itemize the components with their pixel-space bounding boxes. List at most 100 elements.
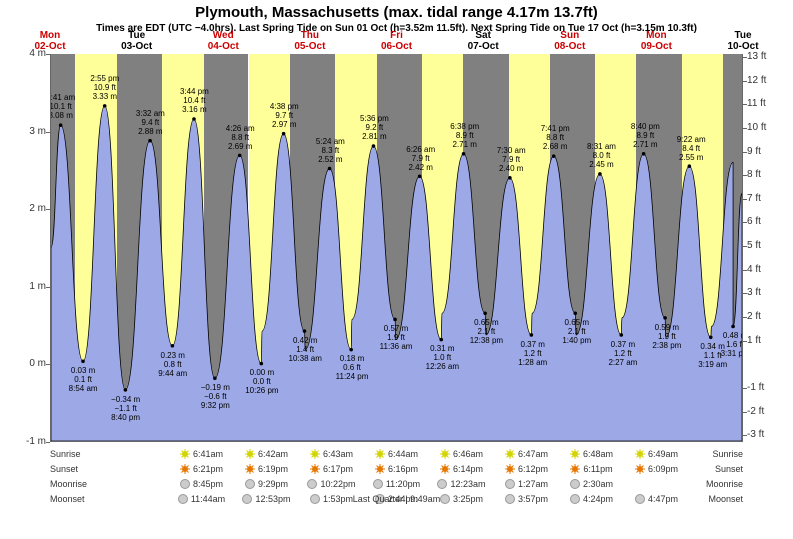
tide-label: 0.59 m1.9 ft2:38 pm xyxy=(652,323,681,350)
tide-label: −0.34 m−1.1 ft8:40 pm xyxy=(111,395,140,422)
sunset-cell: 6:21pm xyxy=(169,464,234,474)
date-header: Sun08-Oct xyxy=(540,30,600,52)
tide-label: 3:44 pm10.4 ft3.16 m xyxy=(180,87,209,114)
tide-label: 2:41 am10.1 ft3.08 m xyxy=(50,93,75,120)
tide-label: 3:32 am9.4 ft2.88 m xyxy=(136,109,165,136)
tide-label: 0.00 m0.0 ft10:26 pm xyxy=(245,368,278,395)
y-tick-right: 8 ft xyxy=(747,169,793,180)
moon-icon xyxy=(570,494,580,504)
tide-label: 0.31 m1.0 ft12:26 am xyxy=(426,344,459,371)
y-tick-right: 11 ft xyxy=(747,98,793,109)
tide-label: 0.42 m1.4 ft10:38 am xyxy=(289,336,322,363)
moon-icon xyxy=(245,479,255,489)
moonset-label: Moonset xyxy=(50,494,104,504)
moon-icon xyxy=(310,494,320,504)
sunrise-row: Sunrise 6:41am6:42am6:43am6:44am6:46am6:… xyxy=(50,446,743,461)
sunrise-cell: 6:43am xyxy=(299,449,364,459)
y-tick-right: 5 ft xyxy=(747,240,793,251)
sunset-row: Sunset 6:21pm6:19pm6:17pm6:16pm6:14pm6:1… xyxy=(50,461,743,476)
date-header: Tue03-Oct xyxy=(107,30,167,52)
moonrise-row: Moonrise 8:45pm9:29pm10:22pm11:20pm12:23… xyxy=(50,476,743,491)
y-tick-right: -1 ft xyxy=(747,382,793,393)
tide-label: 7:41 pm8.8 ft2.68 m xyxy=(541,124,570,151)
date-header: Mon09-Oct xyxy=(626,30,686,52)
sunrise-label: Sunrise xyxy=(50,449,104,459)
y-tick-right: -2 ft xyxy=(747,406,793,417)
moon-icon xyxy=(505,494,515,504)
date-header: Sat07-Oct xyxy=(453,30,513,52)
moonset-cell: 4:47pm xyxy=(624,494,689,504)
sunset-cell: 6:16pm xyxy=(364,464,429,474)
tide-label: 8:40 pm8.9 ft2.71 m xyxy=(631,122,660,149)
sunrise-cell: 6:44am xyxy=(364,449,429,459)
tide-label: −0.19 m−0.6 ft9:32 pm xyxy=(201,383,230,410)
moon-icon xyxy=(437,479,447,489)
moonset-cell xyxy=(104,494,169,504)
tide-label: 6:26 am7.9 ft2.42 m xyxy=(406,145,435,172)
tide-label: 0.03 m0.1 ft8:54 am xyxy=(69,366,98,393)
sunrise-cell: 6:49am xyxy=(624,449,689,459)
date-header: Tue10-Oct xyxy=(713,30,773,52)
sunset-label: Sunset xyxy=(50,464,104,474)
tide-label: 6:38 pm8.9 ft2.71 m xyxy=(450,122,479,149)
tide-label: 0.48 m1.6 ft3:31 pm xyxy=(721,331,743,358)
tide-label: 0.37 m1.2 ft2:27 am xyxy=(608,340,637,367)
sunrise-cell: 6:41am xyxy=(169,449,234,459)
sunrise-cell: 6:46am xyxy=(429,449,494,459)
moonset-cell: 12:53pm xyxy=(234,494,299,504)
moonrise-cell: 2:30am xyxy=(559,479,624,489)
sunrise-cell: 6:47am xyxy=(494,449,559,459)
y-tick-left: 0 m xyxy=(0,358,46,369)
y-tick-left: 3 m xyxy=(0,126,46,137)
sunset-cell: 6:17pm xyxy=(299,464,364,474)
y-tick-right: 13 ft xyxy=(747,51,793,62)
date-header: Fri06-Oct xyxy=(367,30,427,52)
y-tick-right: 6 ft xyxy=(747,216,793,227)
moon-icon xyxy=(180,479,190,489)
moonrise-label: Moonrise xyxy=(50,479,104,489)
moonrise-cell: 10:22pm xyxy=(299,479,364,489)
y-tick-left: 1 m xyxy=(0,281,46,292)
tide-chart: Plymouth, Massachusetts (max. tidal rang… xyxy=(0,0,793,539)
date-header: Wed04-Oct xyxy=(193,30,253,52)
y-tick-right: 2 ft xyxy=(747,311,793,322)
y-tick-right: 3 ft xyxy=(747,287,793,298)
sunset-cell: 6:12pm xyxy=(494,464,559,474)
moon-icon xyxy=(307,479,317,489)
moon-icon xyxy=(178,494,188,504)
sunrise-cell: 6:42am xyxy=(234,449,299,459)
tide-label: 5:24 am8.3 ft2.52 m xyxy=(316,137,345,164)
tide-label: 4:38 pm9.7 ft2.97 m xyxy=(270,102,299,129)
y-tick-right: 9 ft xyxy=(747,146,793,157)
sunset-cell: 6:19pm xyxy=(234,464,299,474)
tide-label: 0.65 m2.1 ft12:38 pm xyxy=(470,318,503,345)
y-tick-right: 4 ft xyxy=(747,264,793,275)
sunrise-cell: 6:48am xyxy=(559,449,624,459)
y-tick-right: 12 ft xyxy=(747,75,793,86)
moonrise-cell: 12:23am xyxy=(429,479,494,489)
tide-label: 7:30 am7.9 ft2.40 m xyxy=(497,146,526,173)
moon-icon xyxy=(440,494,450,504)
sunset-cell: 6:11pm xyxy=(559,464,624,474)
moonrise-cell xyxy=(104,479,169,489)
y-tick-right: 10 ft xyxy=(747,122,793,133)
y-tick-right: -3 ft xyxy=(747,429,793,440)
moon-icon xyxy=(505,479,515,489)
tide-label: 2:55 pm10.9 ft3.33 m xyxy=(90,74,119,101)
moon-icon xyxy=(635,494,645,504)
sunset-cell xyxy=(104,464,169,474)
tide-label: 9:22 am8.4 ft2.55 m xyxy=(677,135,706,162)
sunrise-cell xyxy=(104,449,169,459)
tide-label: 5:36 pm9.2 ft2.81 m xyxy=(360,114,389,141)
y-tick-left: 2 m xyxy=(0,203,46,214)
tide-label: 0.37 m1.2 ft1:28 am xyxy=(518,340,547,367)
last-quarter: Last Quarter | 9:49am xyxy=(353,494,440,504)
tide-label: 0.23 m0.8 ft9:44 am xyxy=(158,351,187,378)
moonset-cell: 4:24pm xyxy=(559,494,624,504)
chart-title: Plymouth, Massachusetts (max. tidal rang… xyxy=(0,0,793,21)
sunset-cell: 6:09pm xyxy=(624,464,689,474)
moonset-cell: 3:57pm xyxy=(494,494,559,504)
date-header: Thu05-Oct xyxy=(280,30,340,52)
moonrise-cell: 11:20pm xyxy=(364,479,429,489)
moonrise-cell xyxy=(624,479,689,489)
